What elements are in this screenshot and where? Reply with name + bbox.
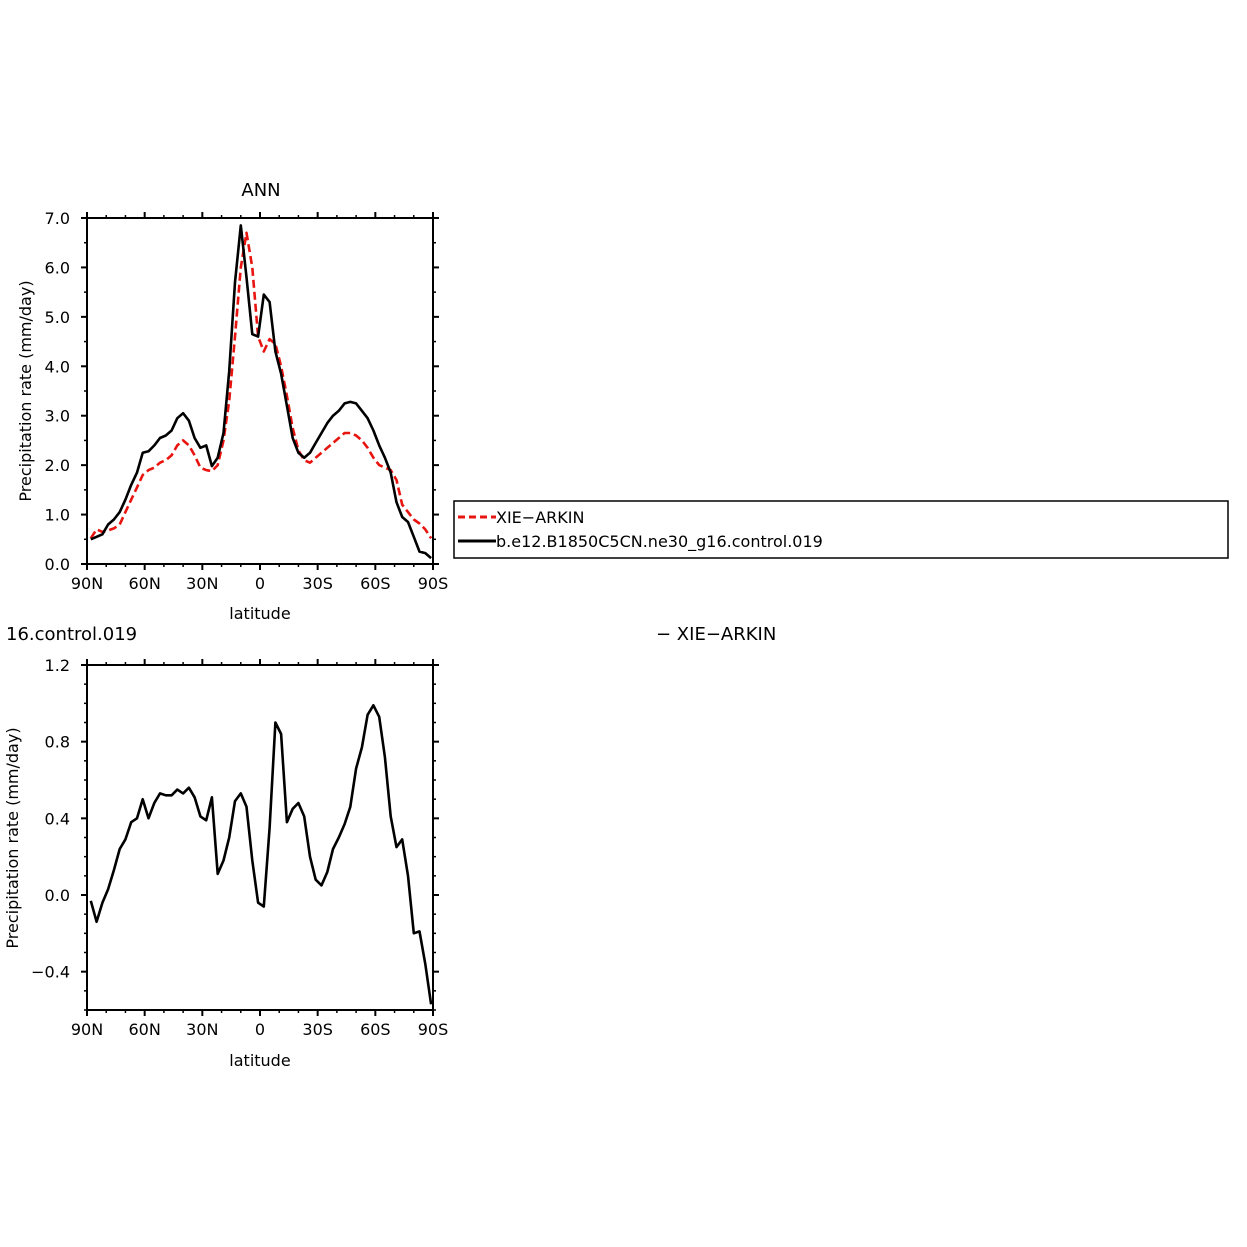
- series-top: [89, 224, 433, 560]
- x-tick-label: 90N: [71, 574, 103, 593]
- panel-left-label: 16.control.019: [6, 624, 137, 645]
- panel-right-label: − XIE−ARKIN: [656, 624, 776, 645]
- x-axis-label: latitude: [229, 604, 290, 623]
- chart-title: ANN: [241, 180, 280, 201]
- y-tick-label: 0.0: [45, 555, 70, 574]
- x-tick-label: 30N: [186, 1020, 218, 1039]
- y-tick-label: 2.0: [45, 456, 70, 475]
- x-tick-label: 30S: [302, 574, 333, 593]
- x-axis-label-bottom: latitude: [229, 1051, 290, 1070]
- y-tick-label: 6.0: [45, 258, 70, 277]
- plot-frame-bottom: [86, 664, 434, 1011]
- series-line-model: [89, 703, 433, 1005]
- y-tick-label: 0.8: [45, 733, 70, 752]
- y-axis-label: Precipitation rate (mm/day): [16, 280, 35, 501]
- y-axis-label-bottom: Precipitation rate (mm/day): [3, 727, 22, 948]
- x-tick-label: 60N: [129, 574, 161, 593]
- x-tick-label: 60N: [129, 1020, 161, 1039]
- x-tick-label: 30S: [302, 1020, 333, 1039]
- y-ticks-bottom: −0.4 0.0 0.4 0.8 1.2: [31, 656, 439, 1011]
- series-line-model: [90, 224, 432, 560]
- y-tick-label: 7.0: [45, 209, 70, 228]
- y-tick-label: 4.0: [45, 357, 70, 376]
- x-tick-label: 90S: [418, 574, 449, 593]
- y-ticks-top: 0.0 1.0 2.0 3.0 4.0 5.0 6.0 7.0: [45, 209, 439, 574]
- legend-frame: [453, 500, 1229, 559]
- series-bottom: [89, 703, 433, 1005]
- y-tick-label: 1.0: [45, 506, 70, 525]
- x-tick-label: 30N: [186, 574, 218, 593]
- y-tick-label: −0.4: [31, 963, 70, 982]
- chart-panel-bottom: 16.control.019 − XIE−ARKIN −0.4 0.0 0.4 0.8…: [3, 624, 776, 1070]
- y-tick-label: 0.4: [45, 809, 70, 828]
- x-tick-label: 90S: [418, 1020, 449, 1039]
- legend: XIE−ARKIN b.e12.B1850C5CN.ne30_g16.contr…: [453, 500, 1229, 559]
- x-tick-label: 60S: [360, 1020, 391, 1039]
- y-tick-label: 3.0: [45, 407, 70, 426]
- y-tick-label: 1.2: [45, 656, 70, 675]
- legend-label-obs: XIE−ARKIN: [496, 508, 584, 527]
- x-ticks-bottom: 90N 60N 30N 0 30S 60S 90S: [71, 659, 448, 1039]
- y-tick-label: 0.0: [45, 886, 70, 905]
- x-tick-label: 0: [255, 1020, 265, 1039]
- series-line-obs: [89, 231, 433, 540]
- x-tick-label: 0: [255, 574, 265, 593]
- plot-frame-top: [86, 217, 434, 565]
- x-tick-label: 60S: [360, 574, 391, 593]
- legend-label-model: b.e12.B1850C5CN.ne30_g16.control.019: [496, 532, 823, 552]
- x-ticks-top: 90N 60N 30N 0 30S 60S 90S: [71, 212, 448, 593]
- x-tick-label: 90N: [71, 1020, 103, 1039]
- chart-panel-top: ANN 0.0 1.0 2.0 3.0 4.0 5.0 6.0 7.0 90N 60N 30N 0 3…: [16, 180, 448, 623]
- y-tick-label: 5.0: [45, 308, 70, 327]
